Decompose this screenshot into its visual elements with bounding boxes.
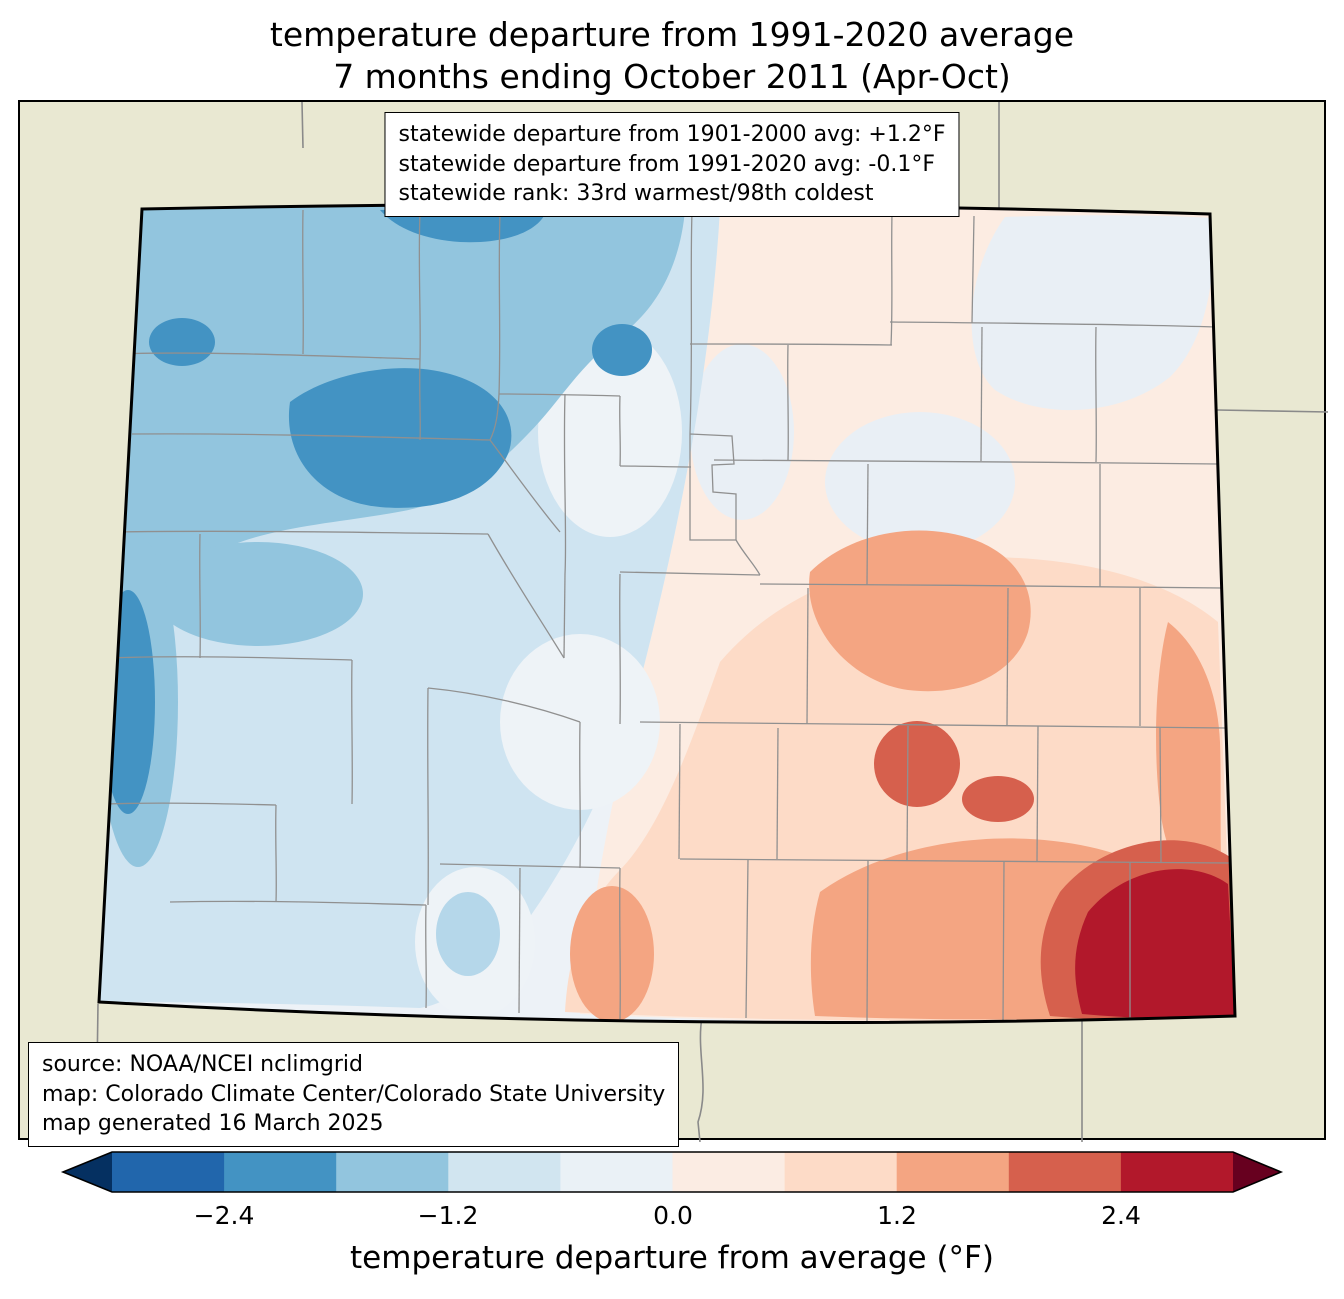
colorbar-segments bbox=[112, 1152, 1234, 1192]
colorado-map-svg bbox=[95, 102, 1328, 1142]
county-boundaries-layer bbox=[104, 209, 1231, 1023]
colorbar-tick-label: 2.4 bbox=[1101, 1201, 1141, 1230]
colorbar-tick-label: −2.4 bbox=[193, 1201, 255, 1230]
colorbar-axis-label: temperature departure from average (°F) bbox=[350, 1240, 994, 1276]
stats-line-1991-2020: statewide departure from 1991-2020 avg: … bbox=[398, 151, 936, 177]
stats-annotation-box: statewide departure from 1901-2000 avg: … bbox=[384, 112, 960, 218]
figure-title-line1: temperature departure from 1991-2020 ave… bbox=[269, 15, 1075, 54]
stats-line-rank: statewide rank: 33rd warmest/98th coldes… bbox=[398, 181, 874, 207]
colorbar-tick-label: 0.0 bbox=[653, 1201, 693, 1230]
generated-line: map generated 16 March 2025 bbox=[42, 1111, 384, 1137]
map-axes bbox=[18, 100, 1328, 1142]
source-annotation-box: source: NOAA/NCEI nclimgrid map: Colorad… bbox=[28, 1042, 680, 1148]
stats-line-1901-2000: statewide departure from 1901-2000 avg: … bbox=[398, 122, 946, 147]
contour-fill-layer bbox=[99, 204, 1235, 1023]
source-line: source: NOAA/NCEI nclimgrid bbox=[42, 1052, 363, 1077]
colorbar-over-arrow bbox=[1233, 1152, 1281, 1192]
colorbar-under-arrow bbox=[63, 1152, 112, 1192]
colorbar-outline bbox=[60, 1151, 1284, 1193]
colorbar bbox=[60, 1151, 1284, 1193]
figure-title: temperature departure from 1991-2020 ave… bbox=[0, 14, 1344, 98]
colorbar-tick-label: 1.2 bbox=[877, 1201, 917, 1230]
credit-line: map: Colorado Climate Center/Colorado St… bbox=[42, 1081, 666, 1107]
colorbar-tick-label: −1.2 bbox=[417, 1201, 479, 1230]
figure-title-line2: 7 months ending October 2011 (Apr-Oct) bbox=[333, 57, 1011, 97]
